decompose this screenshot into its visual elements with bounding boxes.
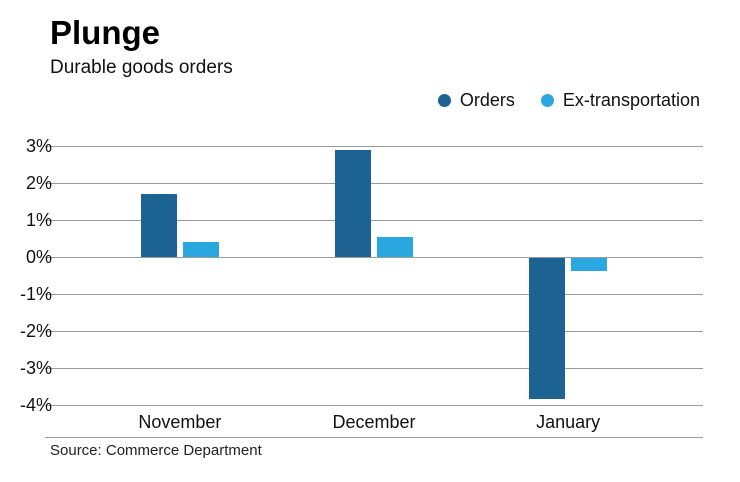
legend-label: Ex-transportation [562,90,700,110]
y-axis-tick-label: 1% [25,210,52,230]
gridline [45,331,703,332]
gridline [45,183,703,184]
legend: Orders Ex-transportation [437,90,700,111]
y-axis-tick-label: 3% [25,136,52,156]
x-axis-category-label: November [138,412,222,432]
legend-label: Orders [459,90,515,110]
x-axis-bottom-rule [45,437,703,438]
y-axis-tick-label: 0% [25,247,52,267]
legend-item-ex-transportation: Ex-transportation [540,90,700,111]
bar-orders-january [529,258,566,399]
chart-subtitle: Durable goods orders [50,57,233,78]
gridline [45,146,703,147]
gridline [45,220,703,221]
y-axis-tick-label: 2% [25,173,52,193]
legend-dot-icon [437,94,451,107]
x-axis-category-label: January [536,412,601,432]
bar-orders-november [140,194,177,257]
gridline [45,405,703,406]
bar-ex-transportation-november [182,242,219,257]
y-axis-tick-label: -1% [19,284,52,304]
chart-title: Plunge [50,14,161,51]
bar-chart: 3% 2% 1% 0% -1% -2% -3% -4% November December Janu… [0,136,740,442]
y-axis-tick-label: -3% [19,358,52,378]
x-axis-category-label: December [332,412,416,432]
bar-ex-transportation-december [377,236,413,257]
gridline [45,368,703,369]
gridline [45,294,703,295]
bar-orders-december [335,149,371,257]
y-axis-tick-label: -4% [19,395,52,415]
source-note: Source: Commerce Department [50,442,262,459]
y-axis-tick-label: -2% [19,321,52,341]
gridline [45,257,703,258]
legend-item-orders: Orders [437,90,515,111]
bar-ex-transportation-january [571,258,608,271]
legend-dot-icon [540,94,554,107]
